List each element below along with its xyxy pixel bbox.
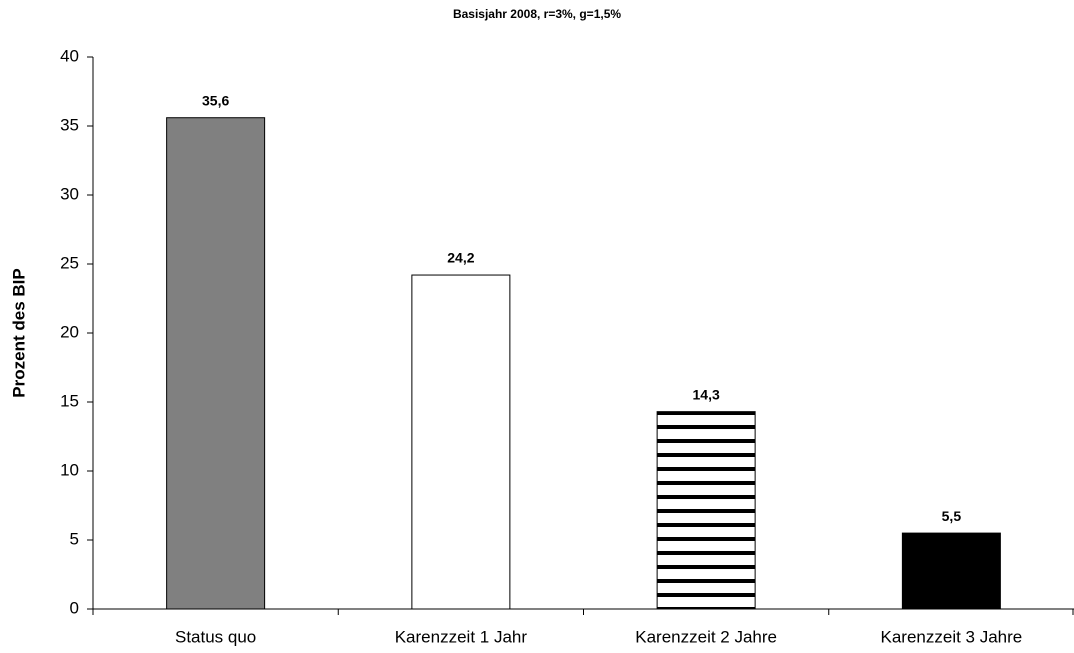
y-tick-label: 35 (60, 115, 79, 134)
data-label: 14,3 (693, 386, 720, 402)
y-tick-label: 25 (60, 253, 79, 272)
bar (656, 411, 756, 610)
x-tick-label: Karenzzeit 1 Jahr (395, 627, 528, 646)
y-tick-label: 5 (70, 529, 79, 548)
y-tick-label: 20 (60, 322, 79, 341)
y-tick-label: 40 (60, 46, 79, 65)
bar (166, 117, 266, 610)
chart-title: Basisjahr 2008, r=3%, g=1,5% (453, 7, 621, 21)
x-tick-label: Status quo (175, 627, 256, 646)
data-label: 35,6 (202, 92, 229, 108)
data-label: 5,5 (942, 508, 962, 524)
y-tick-label: 30 (60, 184, 79, 203)
x-tick-label: Karenzzeit 3 Jahre (881, 627, 1023, 646)
bar (901, 532, 1001, 610)
x-tick-label: Karenzzeit 2 Jahre (635, 627, 777, 646)
bar (411, 274, 511, 610)
y-axis-label: Prozent des BIP (9, 268, 28, 397)
y-tick-label: 10 (60, 460, 79, 479)
y-tick-label: 15 (60, 391, 79, 410)
y-tick-label: 0 (70, 598, 79, 617)
data-label: 24,2 (447, 250, 474, 266)
